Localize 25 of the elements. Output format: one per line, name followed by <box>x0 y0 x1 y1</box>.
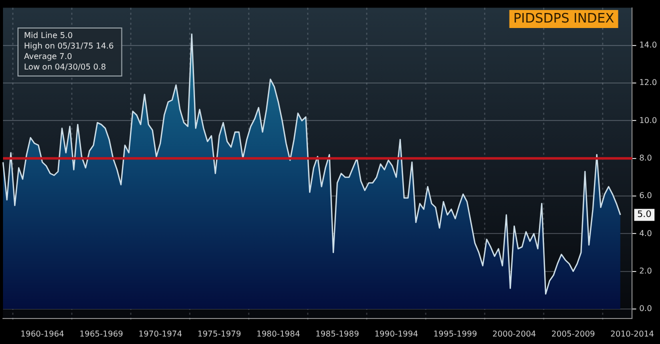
x-tick-label: 2010-2014 <box>610 329 654 338</box>
chart-title: PIDSDPS INDEX <box>513 11 614 26</box>
y-tick-label: 8.0 <box>639 153 652 162</box>
x-tick-label: 1995-1999 <box>433 329 478 338</box>
x-tick-label: 1985-1989 <box>315 329 360 338</box>
annotation: Mid Line 5.0 <box>24 31 73 40</box>
y-tick-label: 14.0 <box>639 40 657 50</box>
annotation: 5.0 <box>637 210 652 220</box>
y-tick-label: 10.0 <box>639 116 657 125</box>
x-tick-label: 1975-1979 <box>197 329 242 338</box>
y-tick-label: 6.0 <box>639 191 652 200</box>
x-tick-label: 1960-1964 <box>20 329 64 338</box>
x-tick-label: 2005-2009 <box>551 329 596 338</box>
x-tick-label: 1965-1969 <box>80 329 124 338</box>
y-tick-label: 2.0 <box>639 266 652 276</box>
y-tick-label: 0.0 <box>639 304 652 314</box>
x-tick-label: 2000-2004 <box>492 329 536 338</box>
x-tick-label: 1990-1994 <box>374 329 418 338</box>
annotation: High on 05/31/75 14.6 <box>24 42 114 51</box>
y-tick-label: 4.0 <box>639 228 652 238</box>
annotation: Average 7.0 <box>24 52 72 62</box>
x-tick-label: 1980-1984 <box>256 329 300 338</box>
annotation: Low on 04/30/05 0.8 <box>24 62 106 72</box>
y-tick-label: 12.0 <box>639 78 657 88</box>
x-tick-label: 1970-1974 <box>138 329 182 338</box>
